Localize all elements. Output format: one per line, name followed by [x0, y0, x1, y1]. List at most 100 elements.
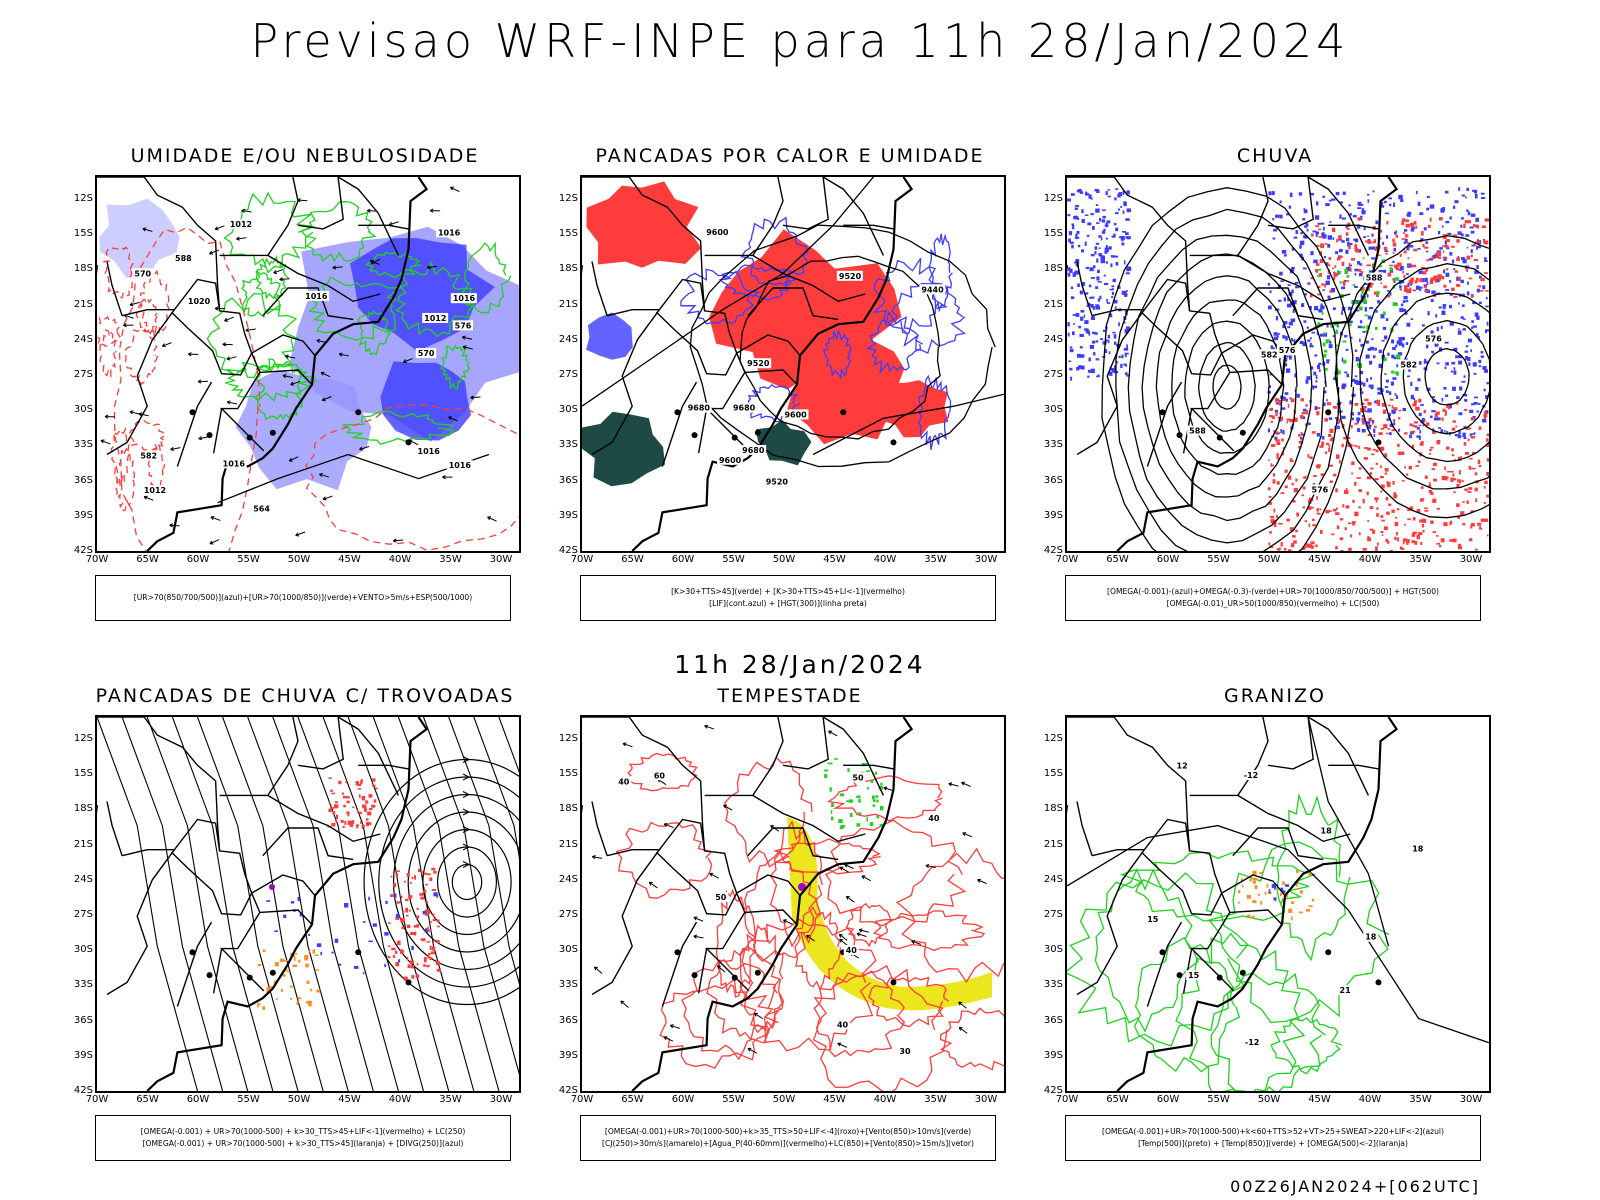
rain-omega-area [1111, 296, 1113, 298]
rain-omega-area [1471, 320, 1474, 323]
rain-omega-area [1417, 201, 1421, 206]
wind-850-vector-head [648, 881, 653, 886]
rain-omega-area [1269, 373, 1272, 376]
convection-area [262, 1006, 265, 1010]
rain-omega-area [1121, 242, 1125, 246]
rain-low-humidity-area [1302, 506, 1305, 509]
rain-low-humidity-area [1377, 254, 1381, 257]
rain-omega-area [1363, 226, 1366, 231]
lake [754, 429, 761, 436]
rain-low-humidity-area [1358, 506, 1361, 509]
thunderstorm-area [423, 957, 427, 962]
rain-omega-area [1306, 326, 1309, 329]
rain-omega-area [1344, 334, 1348, 338]
rain-omega-area [1341, 311, 1343, 315]
wind-850-area [839, 793, 845, 797]
rain-omega-area [1095, 208, 1100, 213]
rain-omega-area [1466, 209, 1469, 212]
rain-low-humidity-area [1272, 464, 1274, 467]
height-500-contour [1424, 348, 1470, 406]
divergence-area [297, 896, 300, 902]
wind-850-area [840, 825, 845, 828]
latitude-label: 42S [73, 1085, 93, 1096]
rain-omega-area [1486, 321, 1489, 326]
rain-omega-area [1091, 340, 1096, 344]
rain-strong-omega-area [1389, 267, 1393, 272]
wind-vector-head [320, 371, 325, 376]
longitude-label: 55W [1207, 1094, 1230, 1105]
rain-low-humidity-area [1472, 224, 1475, 227]
longitude-label: 40W [1358, 554, 1382, 565]
convection-area [282, 973, 286, 977]
field-layer [97, 186, 519, 551]
rain-low-humidity-area [1302, 486, 1306, 490]
thunderstorm-area [352, 806, 355, 808]
rain-low-humidity-area [1457, 545, 1462, 550]
rain-omega-area [1323, 390, 1327, 394]
rain-omega-area [1422, 424, 1425, 427]
latitude-label: 27S [73, 909, 93, 920]
latitude-label: 39S [558, 509, 578, 521]
rain-omega-area [1278, 399, 1281, 402]
rain-omega-area [1419, 212, 1424, 215]
longitude-label: 45W [1308, 554, 1331, 565]
rain-omega-area [1476, 332, 1479, 337]
wind-vector [209, 249, 219, 255]
rain-low-humidity-area [1369, 472, 1372, 475]
rain-omega-area [1292, 340, 1295, 342]
wind-850-vector [962, 832, 973, 838]
rain-low-humidity-area [1363, 457, 1368, 460]
thunderstorm-area [372, 778, 376, 782]
rain-low-humidity-area [1452, 234, 1457, 238]
rain-low-humidity-area [1300, 398, 1304, 402]
longitude-label: 50W [1257, 554, 1281, 565]
rain-omega-area [1398, 341, 1403, 346]
state-border [97, 717, 265, 992]
rain-low-humidity-area [1470, 510, 1475, 513]
contour-label-bg [138, 450, 159, 461]
rain-low-humidity-area [1328, 510, 1332, 512]
state-border [1076, 801, 1093, 856]
rain-low-humidity-area [1336, 418, 1341, 422]
wind-vector [209, 539, 220, 545]
rain-low-humidity-area [1470, 522, 1475, 527]
rain-omega-area [1293, 318, 1296, 322]
rain-omega-area [1476, 245, 1478, 250]
rain-low-humidity-area [1463, 408, 1468, 411]
rain-low-humidity-area [1367, 235, 1369, 238]
contour-label-bg [173, 253, 194, 264]
rain-omega-area [1126, 236, 1131, 240]
wind-850-area [856, 823, 861, 827]
rain-omega-area [1338, 420, 1340, 424]
thunderstorm-area [362, 804, 367, 809]
contour-label: 40 [618, 777, 630, 786]
rain-omega-area [1359, 263, 1363, 266]
wind-vector-head [288, 457, 293, 462]
rain-low-humidity-area [1428, 484, 1432, 488]
lake [246, 974, 253, 981]
rain-strong-omega-area [1323, 353, 1327, 358]
rain-low-humidity-area [1404, 288, 1408, 292]
latitude-label: 18S [73, 263, 93, 275]
rain-omega-area [1318, 369, 1321, 372]
rain-low-humidity-area [1284, 469, 1288, 473]
rain-omega-area [1440, 429, 1444, 433]
rain-low-humidity-area [1340, 549, 1344, 551]
thunderstorm-area [338, 780, 342, 785]
thunderstorm-area [410, 881, 412, 884]
rain-omega-area [1086, 234, 1090, 237]
state-border [752, 794, 866, 843]
rain-strong-omega-area [1364, 314, 1368, 317]
valid-time-subtitle: 11h 28/Jan/2024 [674, 650, 926, 679]
rain-low-humidity-area [1397, 508, 1400, 511]
thunderstorm-area [396, 901, 401, 904]
rain-omega-area [1400, 199, 1404, 203]
rain-omega-area [1458, 328, 1460, 330]
rain-omega-area [1277, 335, 1279, 338]
low-level-humidity-contour [300, 201, 377, 263]
rain-low-humidity-area [1435, 252, 1440, 255]
wind-vector-head [487, 516, 492, 521]
rain-omega-area [1273, 228, 1278, 232]
contour-label-bg [303, 290, 330, 301]
rain-low-humidity-area [1460, 511, 1465, 516]
